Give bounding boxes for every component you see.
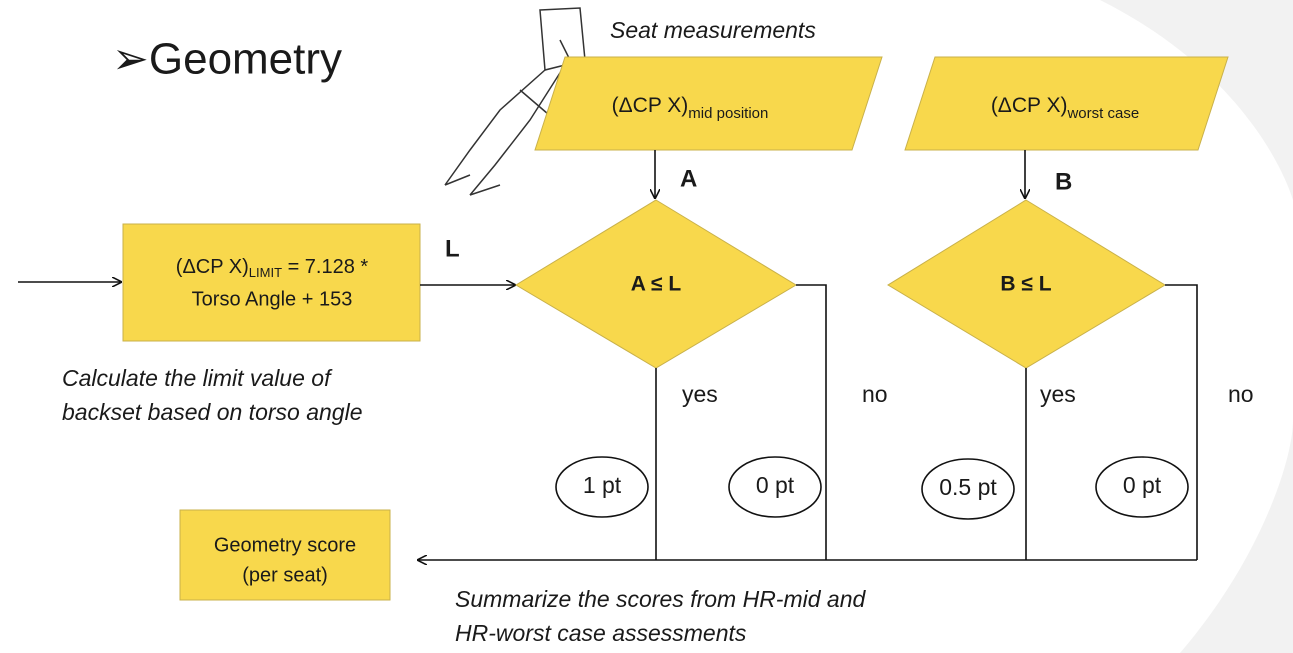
input-label: (ΔCP X)worst case [991, 94, 1139, 122]
score-label: 0 pt [1123, 472, 1162, 498]
title: ➢Geometry [112, 35, 342, 84]
result-box [179, 509, 391, 601]
seat-measurements-label: Seat measurements [610, 17, 816, 43]
connector [1165, 284, 1198, 560]
result-label: Geometry score [214, 534, 356, 556]
branch-label: no [1228, 381, 1254, 407]
summary-note: HR-worst case assessments [455, 620, 747, 646]
arrow-label: A [680, 165, 697, 192]
input-label: (ΔCP X)mid position [612, 94, 769, 122]
branch-label: yes [1040, 381, 1076, 407]
decision-label: A ≤ L [631, 273, 682, 296]
arrow-label: B [1055, 168, 1072, 195]
limit-note: backset based on torso angle [62, 399, 362, 425]
score-label: 0 pt [756, 472, 795, 498]
background-shape [1180, 420, 1293, 653]
background-shape [1100, 0, 1293, 200]
arrow-label: L [445, 235, 460, 262]
branch-label: yes [682, 381, 718, 407]
score-oval [728, 456, 822, 518]
score-oval [1095, 456, 1189, 518]
score-label: 1 pt [583, 472, 622, 498]
summary-note: Summarize the scores from HR-mid and [455, 586, 866, 612]
score-label: 0.5 pt [939, 474, 997, 500]
input-parallelogram [904, 56, 1229, 151]
connector [796, 284, 827, 560]
limit-formula: Torso Angle + 153 [192, 288, 353, 310]
score-oval [555, 456, 649, 518]
decision-label: B ≤ L [1000, 273, 1051, 296]
input-parallelogram [534, 56, 883, 151]
score-oval [921, 458, 1015, 520]
limit-formula: (ΔCP X)LIMIT = 7.128 * [176, 256, 369, 280]
branch-label: no [862, 381, 888, 407]
result-label: (per seat) [242, 564, 328, 586]
limit-note: Calculate the limit value of [62, 365, 333, 391]
limit-box [122, 223, 421, 342]
